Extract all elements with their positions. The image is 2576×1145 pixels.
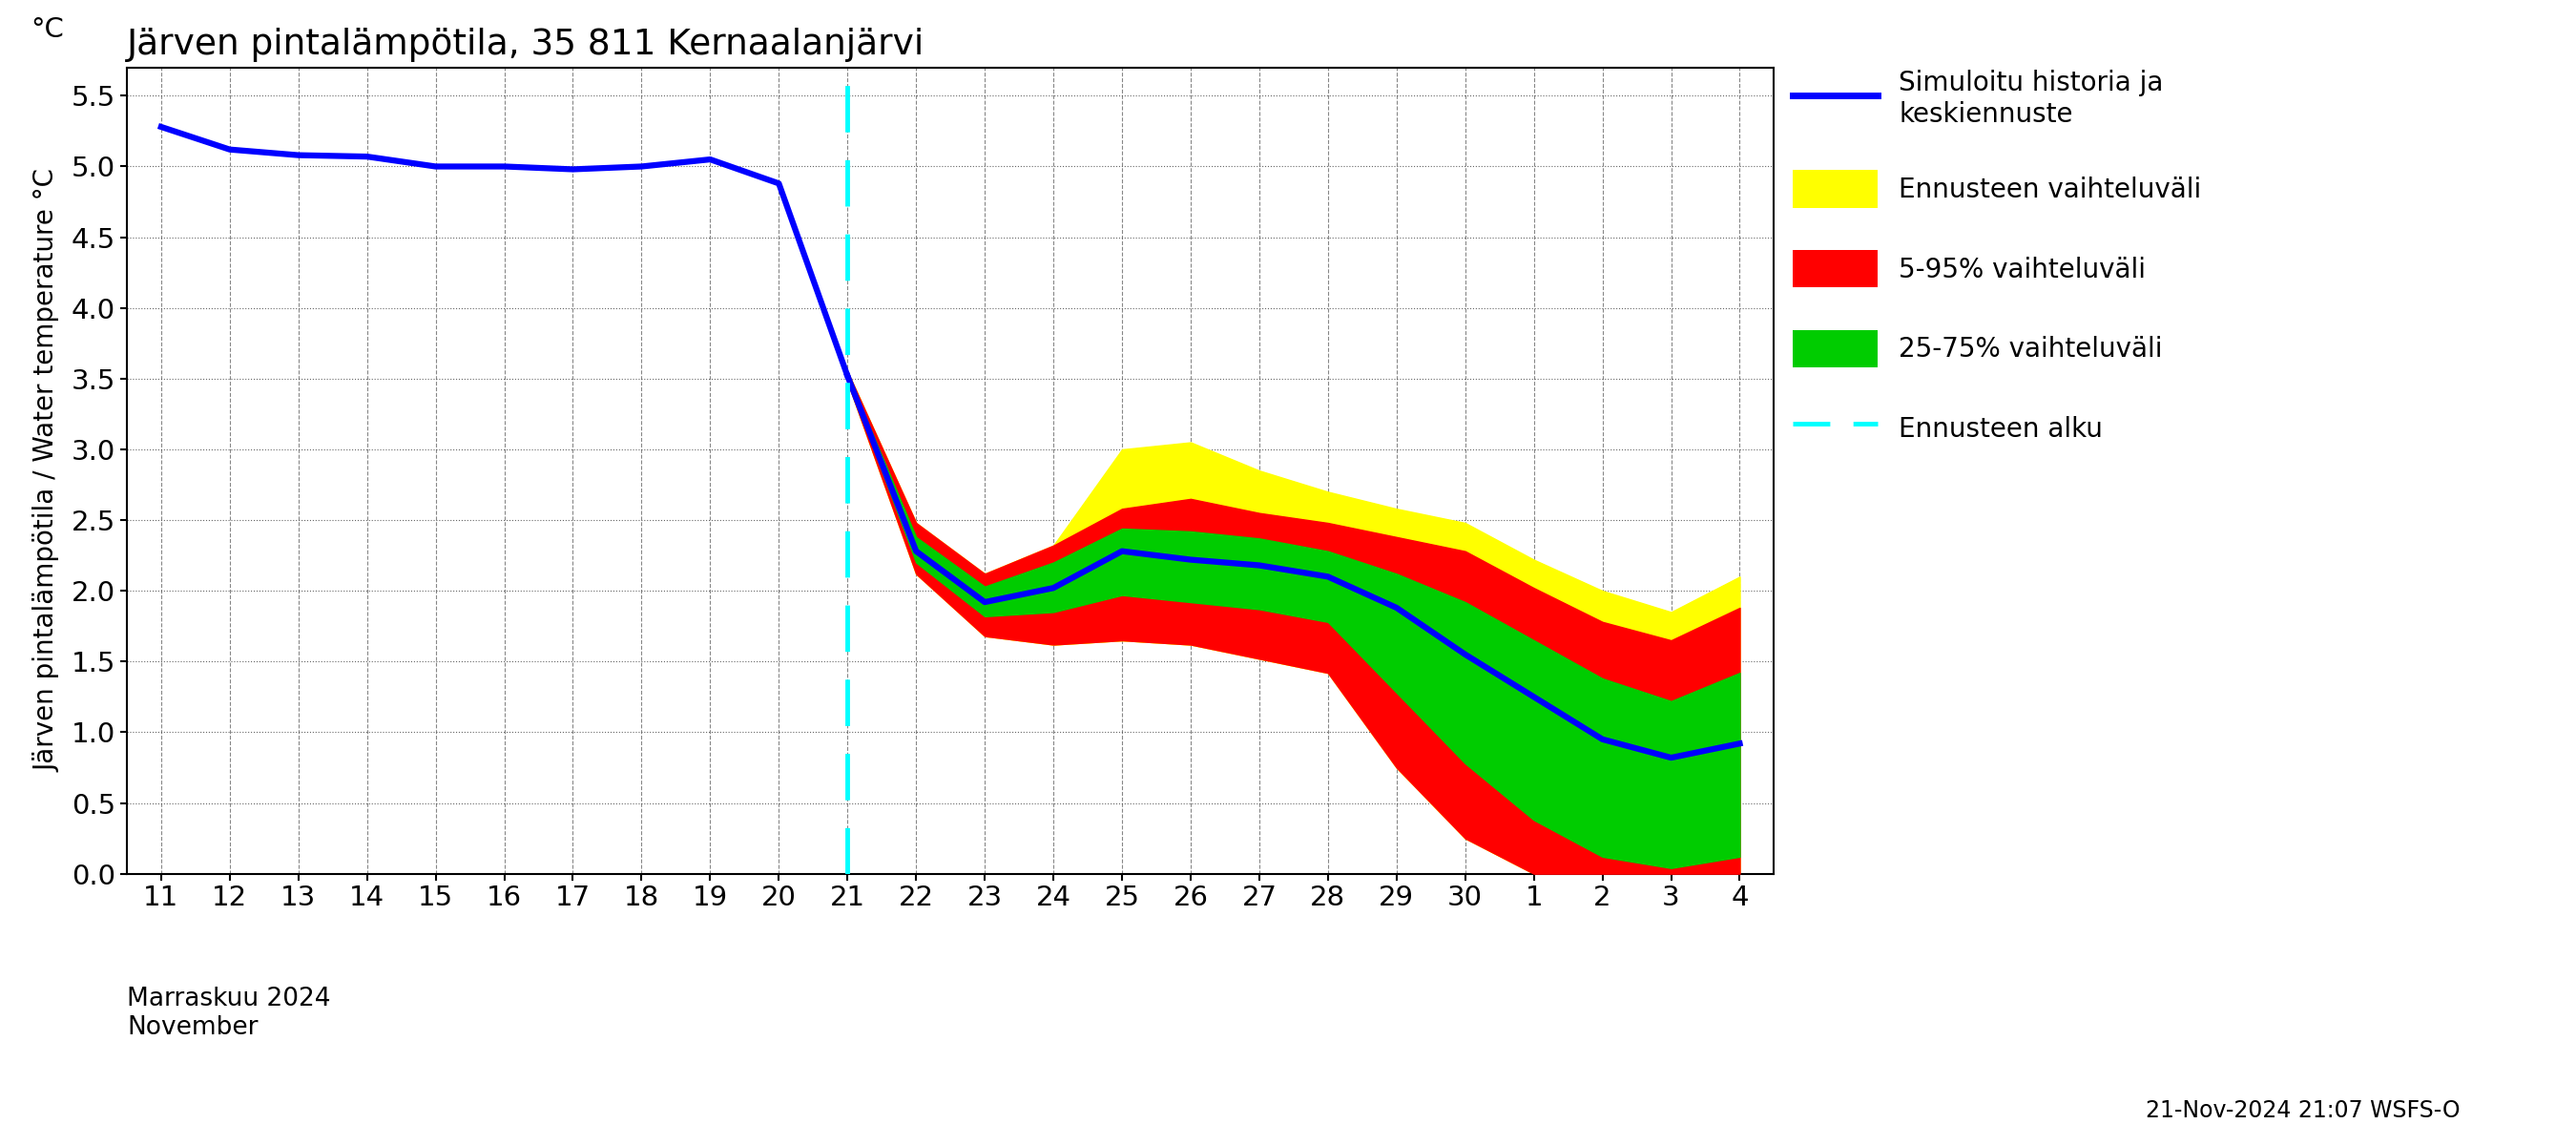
Legend: Simuloitu historia ja
keskiennuste, Ennusteen vaihteluväli, 5-95% vaihteluväli, : Simuloitu historia ja keskiennuste, Ennu…	[1783, 60, 2213, 458]
Text: Marraskuu 2024
November: Marraskuu 2024 November	[126, 987, 330, 1040]
Text: 21-Nov-2024 21:07 WSFS-O: 21-Nov-2024 21:07 WSFS-O	[2146, 1099, 2460, 1122]
Y-axis label: Järven pintalämpötila / Water temperature °C: Järven pintalämpötila / Water temperatur…	[33, 169, 62, 772]
Text: Järven pintalämpötila, 35 811 Kernaalanjärvi: Järven pintalämpötila, 35 811 Kernaalanj…	[126, 27, 925, 62]
Text: °C: °C	[31, 16, 64, 44]
